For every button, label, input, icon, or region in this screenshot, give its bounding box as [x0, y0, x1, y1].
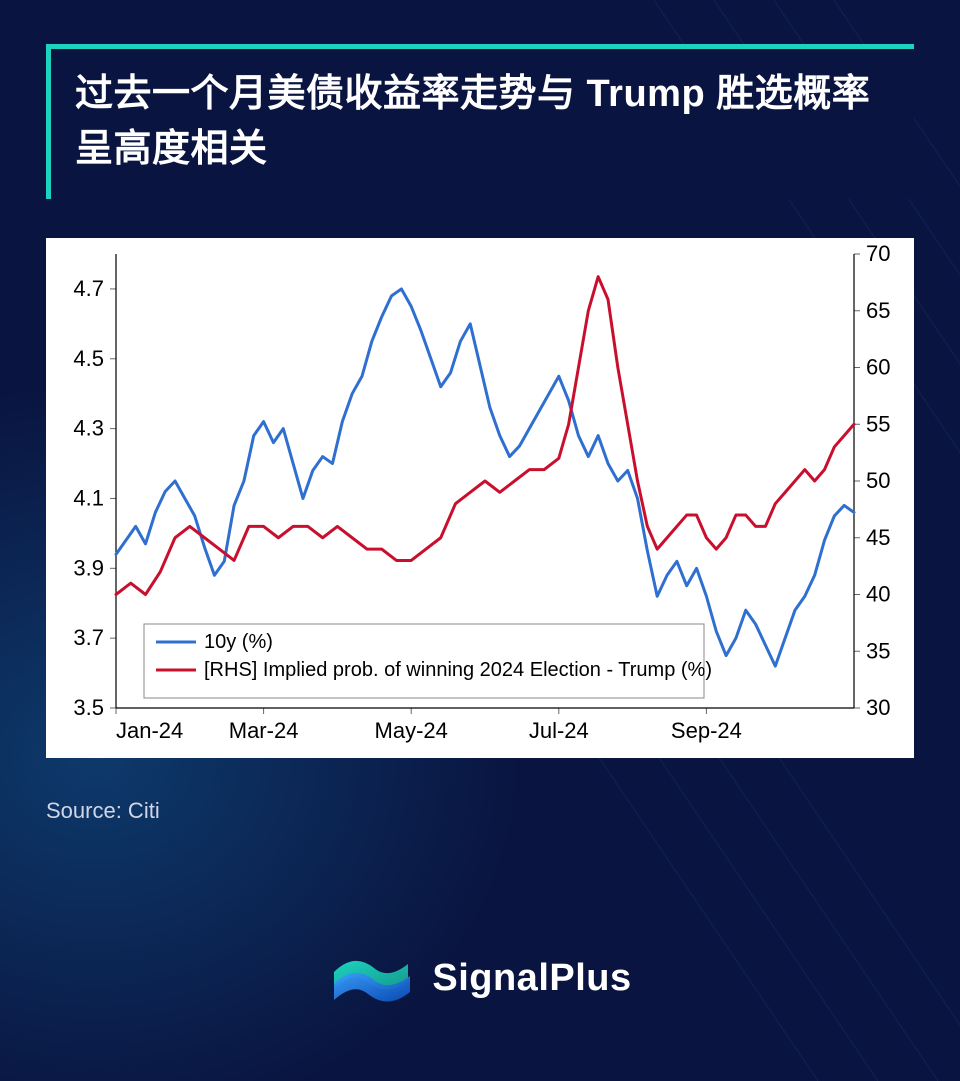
svg-text:35: 35	[866, 638, 890, 663]
svg-text:4.5: 4.5	[73, 346, 104, 371]
svg-text:Jan-24: Jan-24	[116, 718, 183, 743]
svg-text:3.5: 3.5	[73, 695, 104, 720]
title-frame: 过去一个月美债收益率走势与 Trump 胜选概率呈高度相关	[46, 44, 914, 199]
svg-text:45: 45	[866, 525, 890, 550]
svg-text:Mar-24: Mar-24	[229, 718, 299, 743]
brand: SignalPlus	[0, 950, 960, 1006]
source-label: Source: Citi	[46, 798, 160, 824]
svg-text:60: 60	[866, 355, 890, 380]
page-title: 过去一个月美债收益率走势与 Trump 胜选概率呈高度相关	[75, 67, 890, 177]
svg-text:40: 40	[866, 582, 890, 607]
svg-text:3.9: 3.9	[73, 555, 104, 580]
svg-text:May-24: May-24	[375, 718, 448, 743]
brand-logo-icon	[328, 950, 416, 1006]
svg-text:4.7: 4.7	[73, 276, 104, 301]
svg-text:Sep-24: Sep-24	[671, 718, 742, 743]
svg-text:50: 50	[866, 468, 890, 493]
svg-text:4.1: 4.1	[73, 485, 104, 510]
svg-text:3.7: 3.7	[73, 625, 104, 650]
svg-text:10y (%): 10y (%)	[204, 631, 273, 653]
svg-text:Jul-24: Jul-24	[529, 718, 589, 743]
svg-text:65: 65	[866, 298, 890, 323]
dual-axis-line-chart: 3.5 3.7 3.9 4.1 4.3 4.5 4.7 30 35 40 45 50 55 60 65 70 J…	[46, 238, 914, 758]
svg-text:30: 30	[866, 695, 890, 720]
svg-text:55: 55	[866, 411, 890, 436]
chart-container: 3.5 3.7 3.9 4.1 4.3 4.5 4.7 30 35 40 45 50 55 60 65 70 J…	[46, 238, 914, 758]
svg-text:4.3: 4.3	[73, 416, 104, 441]
brand-name: SignalPlus	[432, 957, 631, 1000]
svg-text:[RHS] Implied prob. of winning: [RHS] Implied prob. of winning 2024 Elec…	[204, 659, 712, 681]
svg-text:70: 70	[866, 241, 890, 266]
